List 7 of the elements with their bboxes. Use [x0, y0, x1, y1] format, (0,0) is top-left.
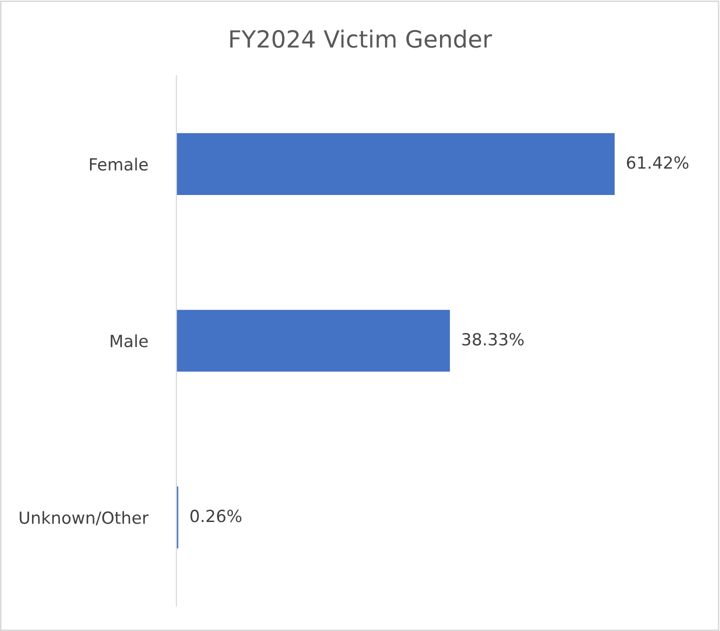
data-label: 0.26%	[190, 510, 242, 522]
y-tick-label: Female	[90, 158, 148, 171]
data-label: 38.33%	[462, 332, 524, 346]
y-tick-label: Unknown/Other	[20, 511, 149, 526]
chart-title: FY2024 Victim Gender	[230, 30, 492, 48]
data-label: 61.42%	[626, 156, 688, 169]
y-tick-label: Male	[110, 334, 148, 348]
